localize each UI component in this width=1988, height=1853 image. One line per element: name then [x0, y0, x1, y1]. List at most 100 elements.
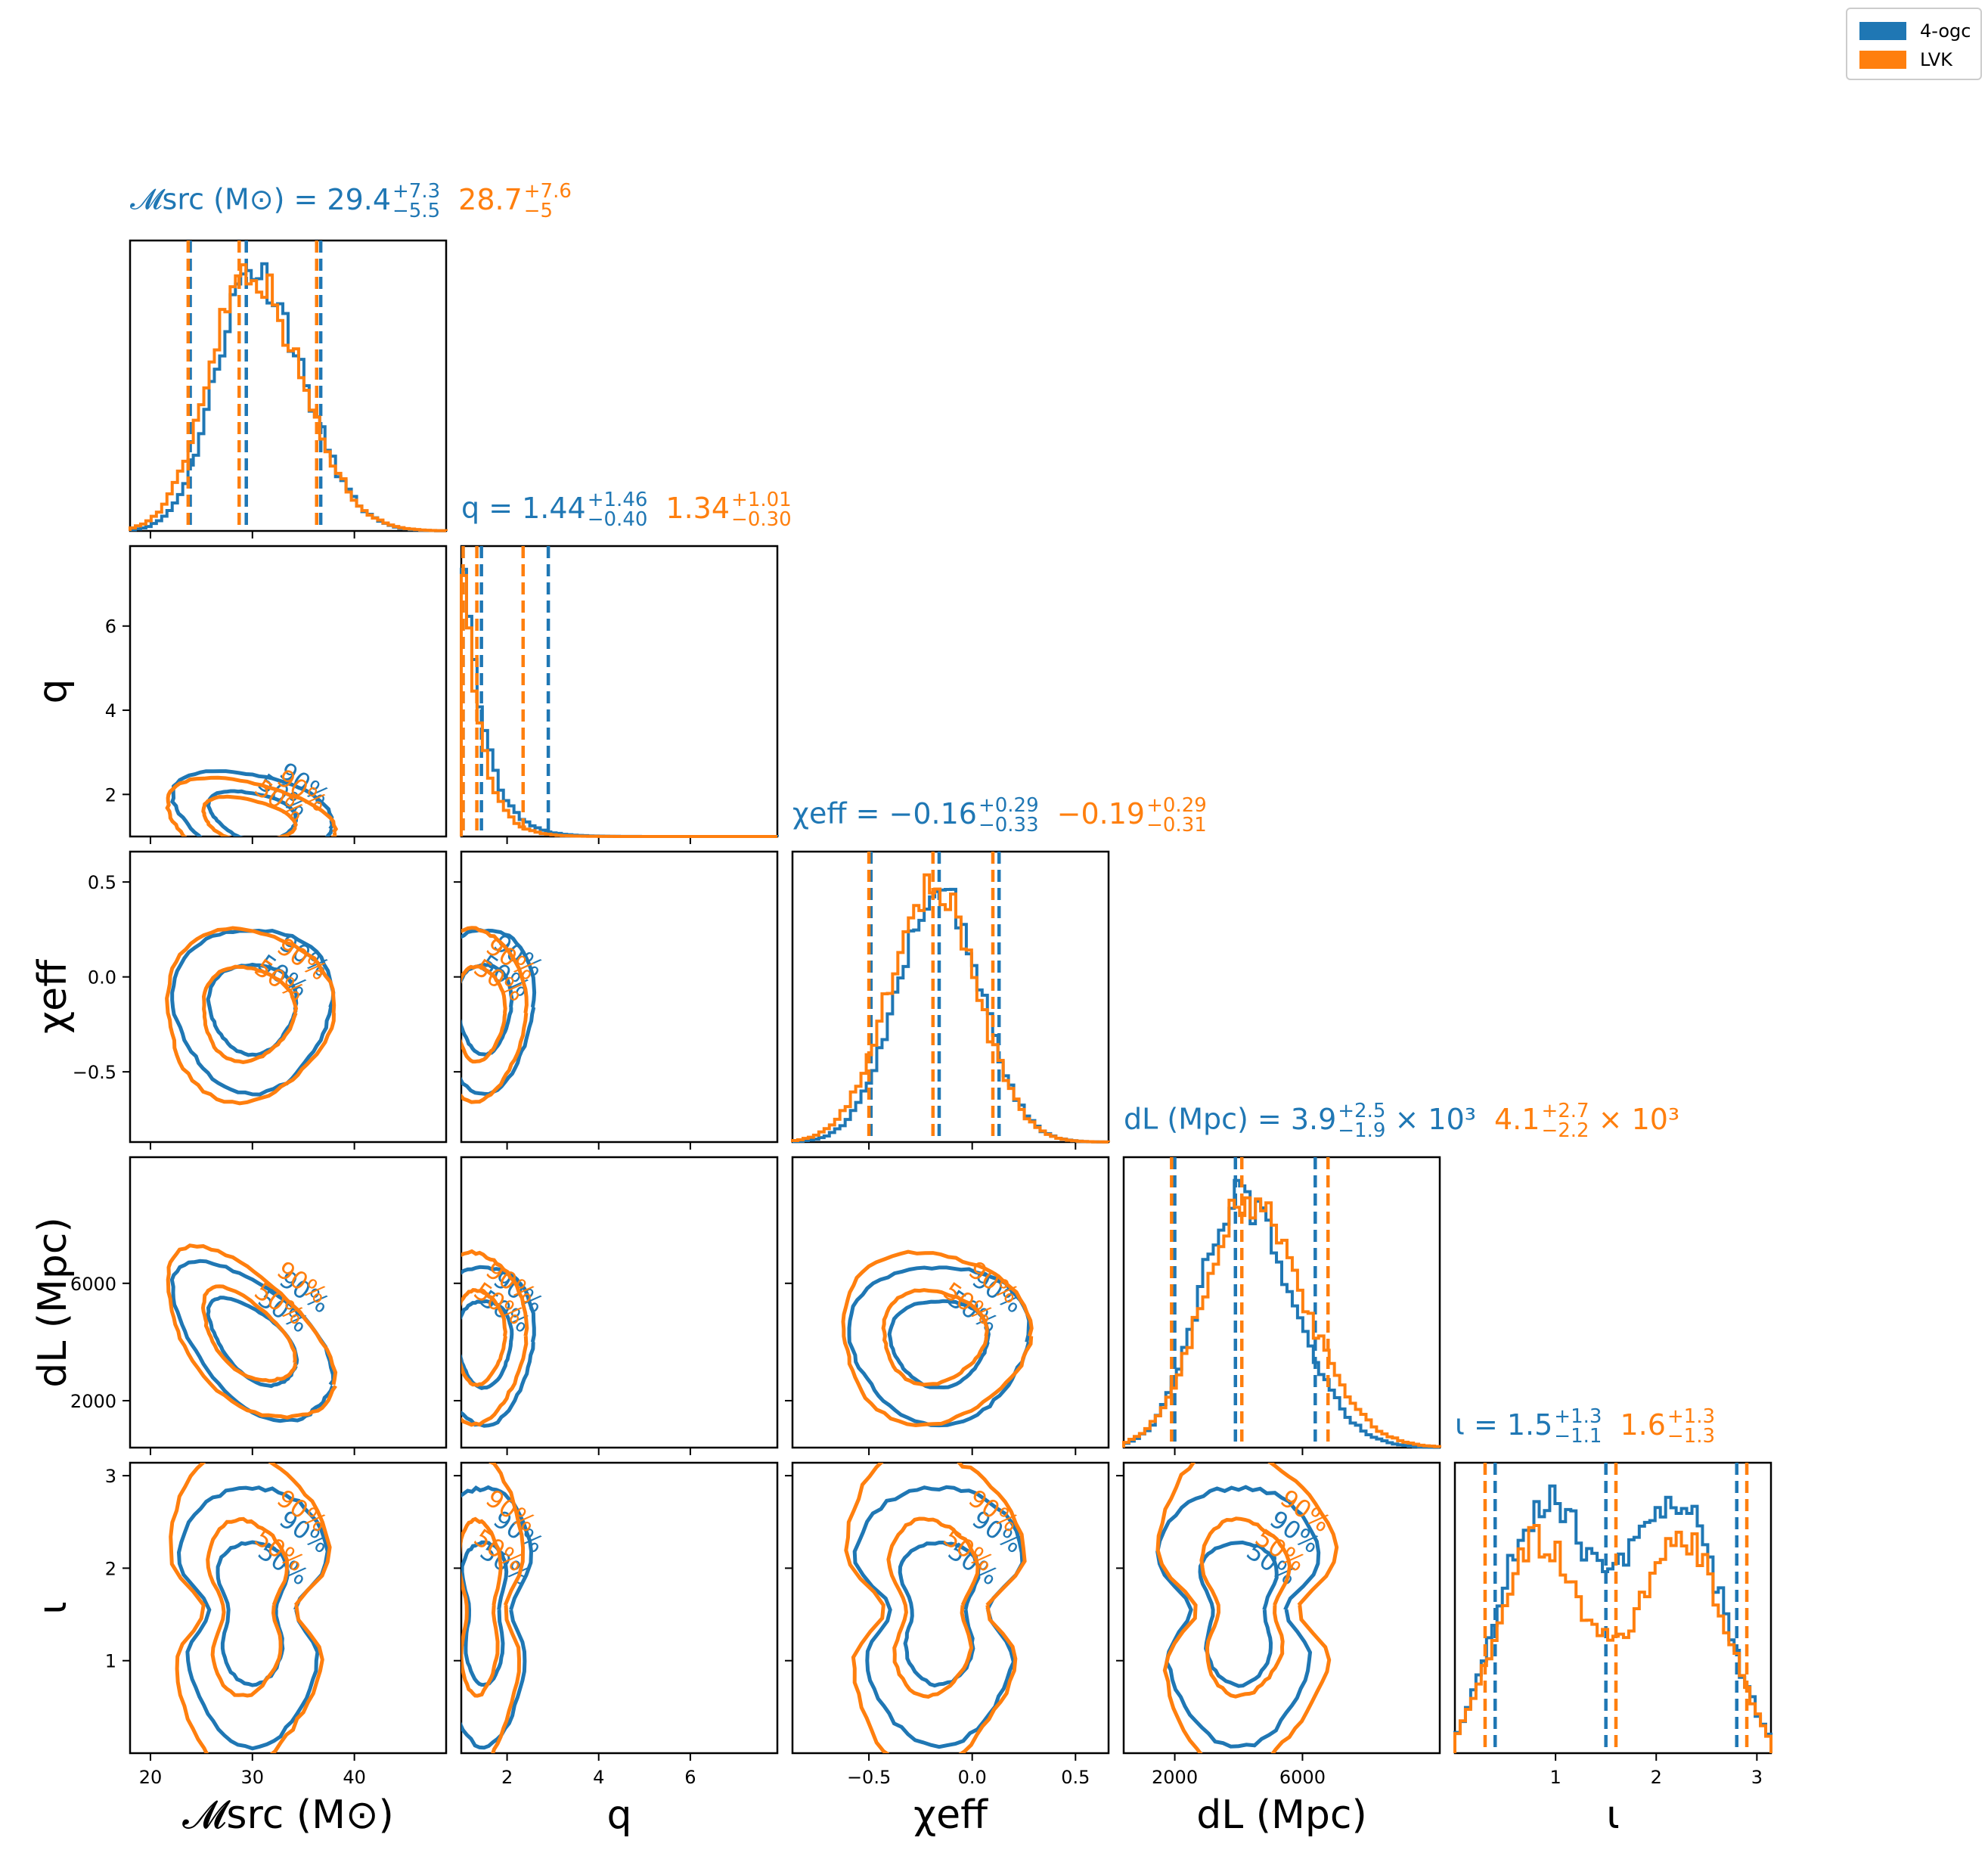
estimate-plus: +2.7	[1541, 1100, 1589, 1122]
y-tick-label: 6	[105, 616, 116, 638]
contour-50%-lvk	[200, 1284, 298, 1383]
x-tick-label: 2	[1651, 1767, 1662, 1788]
contour-50%-lvk	[886, 1516, 980, 1699]
estimate-plus: +1.46	[587, 489, 648, 511]
hist-title-chi: χeff = −0.16 +0.29 −0.33 −0.19 +0.29 −0.31	[792, 796, 1207, 835]
estimate-median: 4.1	[1494, 1102, 1540, 1136]
contour-50%-lvk	[201, 794, 298, 836]
x-tick-label: 0.5	[1061, 1767, 1090, 1788]
hist-title-name: dL (Mpc) =	[1124, 1102, 1291, 1136]
estimate-errors: +1.01 −0.30	[731, 490, 792, 529]
legend-item-lvk: LVK	[1859, 47, 1952, 73]
hist-title-name: q =	[461, 491, 523, 525]
estimate-errors: +1.46 −0.40	[588, 490, 648, 529]
y-tick-label: 2	[105, 1558, 116, 1579]
estimate-errors: +0.29 −0.31	[1146, 796, 1207, 835]
estimate-minus: −5.5	[392, 200, 441, 222]
hist-title-q: q = 1.44 +1.46 −0.40 1.34 +1.01 −0.30	[461, 490, 792, 529]
contour-90%-lvk	[488, 1463, 526, 1753]
contour-90%-ogc	[461, 1485, 534, 1750]
contour-50%-lvk	[461, 964, 507, 1064]
estimate-errors: +7.6 −5	[524, 182, 572, 221]
estimate-minus: −0.40	[587, 508, 648, 531]
estimate-median: −0.16	[889, 796, 977, 830]
y-tick-label: 6000	[70, 1274, 116, 1295]
contour-90%-lvk	[165, 775, 339, 836]
estimate-ogc: 29.4 +7.3 −5.5	[327, 182, 440, 221]
estimate-median: 3.9	[1290, 1102, 1337, 1136]
contour-90%-lvk	[844, 1463, 1027, 1753]
estimate-errors: +2.5 −1.9	[1338, 1101, 1385, 1141]
contour-50%-ogc	[1198, 1540, 1279, 1688]
estimate-median: 29.4	[327, 182, 392, 216]
hist-title-name: ι =	[1455, 1408, 1507, 1442]
estimate-plus: +2.5	[1338, 1100, 1386, 1122]
contour-90%-lvk	[461, 1249, 529, 1427]
contour-50%-lvk	[201, 964, 299, 1064]
contour-50%-lvk	[206, 1516, 290, 1698]
estimate-minus: −1.1	[1554, 1425, 1602, 1448]
x-tick-label: 6000	[1279, 1767, 1326, 1788]
estimate-suffix: × 10³	[1385, 1102, 1476, 1136]
contour-50%-ogc	[461, 962, 514, 1057]
panel-chi-q: 50%90%50%90%	[454, 850, 779, 1150]
hist-title-dl: dL (Mpc) = 3.9 +2.5 −1.9 × 10³ 4.1 +2.7 −2.2 …	[1124, 1101, 1679, 1141]
y-axis-label-chi: χeff	[30, 960, 76, 1034]
contour-50%-lvk	[881, 1288, 989, 1387]
contour-50%-ogc	[206, 789, 299, 836]
x-tick-label: 2000	[1152, 1767, 1198, 1788]
contour-90%-ogc	[852, 1485, 1025, 1749]
contour-90%-ogc	[1155, 1485, 1321, 1749]
estimate-median: 28.7	[458, 182, 523, 216]
estimate-ogc: 1.44 +1.46 −0.40	[522, 490, 647, 529]
estimate-lvk: −0.19 +0.29 −0.31	[1057, 796, 1207, 835]
hist-iota-ogc	[1453, 1484, 1772, 1753]
estimate-minus: −5	[523, 200, 554, 222]
estimate-lvk: 1.6 +1.3 −1.3	[1620, 1407, 1715, 1446]
y-tick-label: 2000	[70, 1391, 116, 1412]
y-axis-label-iota: ι	[30, 1601, 76, 1615]
estimate-plus: +0.29	[1146, 794, 1207, 817]
hist-q-ogc	[460, 567, 777, 838]
hist-dl-lvk	[1122, 1196, 1441, 1448]
y-tick-label: −0.5	[73, 1062, 116, 1083]
x-axis-label-chi: χeff	[913, 1792, 988, 1838]
contour-50%-lvk	[461, 1516, 503, 1698]
legend-item-ogc: 4-ogc	[1859, 18, 1971, 44]
estimate-errors: +1.3 −1.1	[1554, 1407, 1602, 1446]
estimate-ogc: 1.5 +1.3 −1.1	[1507, 1407, 1602, 1446]
hist-mc-lvk	[129, 263, 448, 532]
panel-dl-chi: 50%90%50%90%	[785, 1156, 1110, 1455]
estimate-minus: −0.30	[731, 508, 792, 531]
contour-90%-ogc	[170, 769, 334, 836]
hist-chi-ogc	[791, 887, 1110, 1144]
contour-90%-lvk	[461, 926, 529, 1104]
panel-mc-mc	[129, 239, 448, 539]
contour-90%-lvk	[169, 1463, 332, 1753]
hist-title-iota: ι = 1.5 +1.3 −1.1 1.6 +1.3 −1.3	[1455, 1407, 1715, 1446]
estimate-lvk: 1.34 +1.01 −0.30	[665, 490, 791, 529]
estimate-lvk: 28.7 +7.6 −5	[458, 182, 572, 221]
panel-q-q	[460, 545, 779, 844]
hist-mc-ogc	[129, 262, 448, 532]
panel-chi-mc: −0.50.00.550%90%50%90%	[73, 850, 448, 1150]
x-axis-label-mc: 𝓜src (M⊙)	[182, 1792, 394, 1838]
contour-90%-lvk	[166, 1243, 338, 1420]
contour-90%-lvk	[1155, 1463, 1339, 1753]
panel-iota-q: 2 4 650%90%50%90%	[454, 1461, 779, 1788]
x-axis-label-q: q	[606, 1792, 632, 1838]
x-tick-label: 20	[139, 1767, 163, 1788]
hist-title-mc: 𝓜src (M⊙) = 29.4 +7.3 −5.5 28.7 +7.6 −5	[130, 182, 572, 221]
estimate-median: 1.44	[522, 491, 586, 525]
contour-90%-lvk	[841, 1249, 1034, 1428]
y-tick-label: 2	[105, 784, 116, 805]
panel-iota-chi: −0.5 0.0 0.550%90%50%90%	[785, 1461, 1110, 1788]
x-tick-label: 0.0	[958, 1767, 987, 1788]
legend: 4-ogc LVK	[1846, 8, 1982, 80]
x-tick-label: −0.5	[847, 1767, 891, 1788]
hist-title-name: χeff =	[792, 796, 889, 830]
estimate-minus: −0.31	[1146, 814, 1207, 836]
